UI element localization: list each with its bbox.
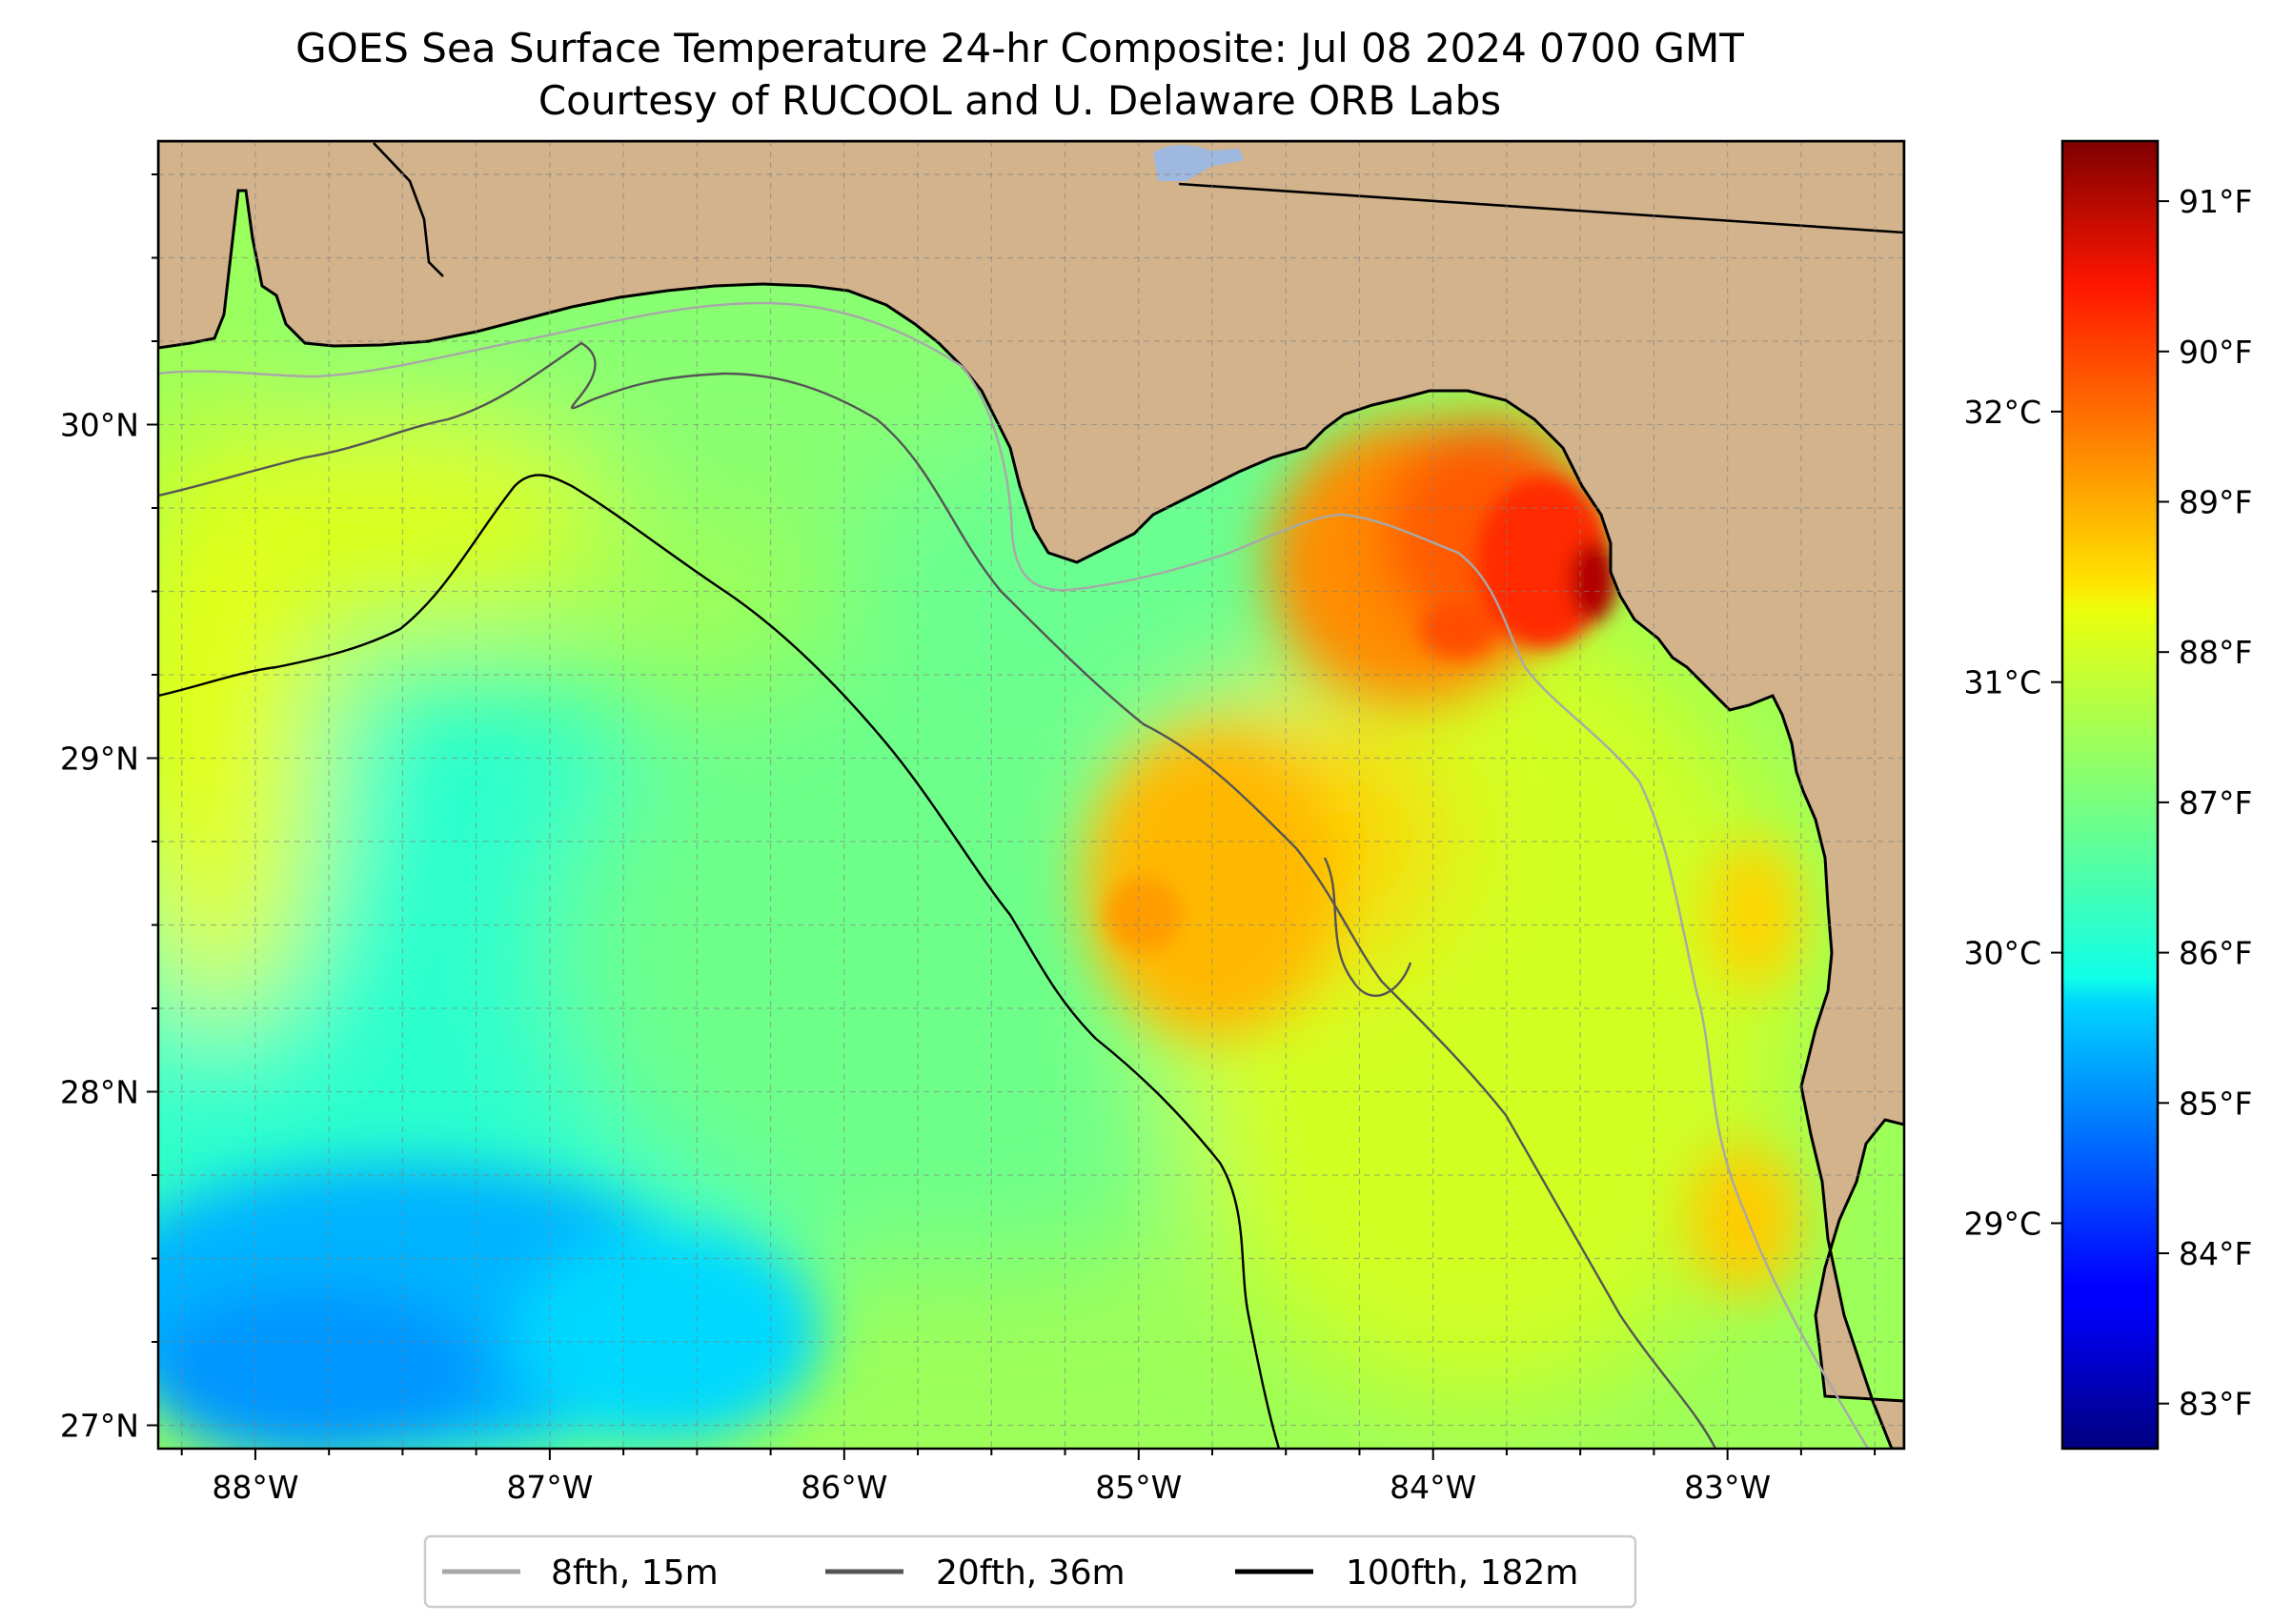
legend-label-20fth: 20fth, 36m (936, 1553, 1126, 1593)
colorbar-fahrenheit-label: 83°F (2179, 1386, 2252, 1423)
colorbar-celsius-label: 32°C (1963, 394, 2041, 431)
isobath-legend: 8fth, 15m 20fth, 36m 100fth, 182m (423, 1534, 1637, 1609)
colorbar-fahrenheit-label: 89°F (2179, 483, 2252, 520)
colorbar-fahrenheit-label: 90°F (2179, 334, 2252, 371)
legend-label-8fth: 8fth, 15m (551, 1553, 719, 1593)
colorbar-celsius-label: 29°C (1963, 1205, 2041, 1242)
lon-tick-label: 87°W (506, 1469, 593, 1506)
colorbar-fahrenheit-label: 87°F (2179, 784, 2252, 822)
lat-tick-label: 28°N (60, 1074, 139, 1111)
colorbar-fahrenheit-label: 85°F (2179, 1085, 2252, 1122)
colorbar-fahrenheit-label: 88°F (2179, 634, 2252, 671)
legend-box (423, 1534, 1637, 1609)
colorbar-celsius-ticks: 29°C 30°C 31°C 32°C (1963, 394, 2062, 1242)
figure-title: GOES Sea Surface Temperature 24-hr Compo… (295, 25, 1744, 71)
map-frame (156, 139, 1906, 1451)
colorbar-fahrenheit-label: 86°F (2179, 935, 2252, 972)
lon-tick-label: 88°W (212, 1469, 298, 1506)
colorbar-fahrenheit-label: 91°F (2179, 183, 2252, 220)
lon-tick-label: 83°W (1684, 1469, 1771, 1506)
map-plot-area (158, 141, 1904, 1449)
lon-tick-label: 86°W (801, 1469, 887, 1506)
colorbar-celsius-label: 31°C (1963, 664, 2041, 701)
lat-tick-label: 30°N (60, 407, 139, 444)
colorbar: 29°C 30°C 31°C 32°C 83°F 84°F 85°F 86°F 87°F 88°… (1963, 139, 2252, 1451)
colorbar-celsius-label: 30°C (1963, 935, 2041, 972)
land (158, 141, 1904, 1449)
isobath-20fth (158, 341, 1717, 1449)
figure-subtitle: Courtesy of RUCOOL and U. Delaware ORB L… (538, 77, 1501, 124)
isobath-8fth (158, 301, 1870, 1449)
colorbar-fahrenheit-label: 84°F (2179, 1235, 2252, 1272)
lon-tick-label: 84°W (1390, 1469, 1476, 1506)
map-gridlines (158, 141, 1904, 1449)
colorbar-fahrenheit-ticks: 83°F 84°F 85°F 86°F 87°F 88°F 89°F 90°F 91°F (2158, 183, 2252, 1423)
latitude-axis: 27°N 28°N 29°N 30°N (60, 173, 158, 1445)
longitude-axis: 88°W 87°W 86°W 85°W 84°W 83°W (180, 1449, 1877, 1506)
lon-tick-label: 85°W (1095, 1469, 1182, 1506)
colorbar-gradient (2060, 139, 2160, 1451)
legend-label-100fth: 100fth, 182m (1346, 1553, 1578, 1593)
lat-tick-label: 29°N (60, 741, 139, 778)
lat-tick-label: 27°N (60, 1408, 139, 1445)
isobath-100fth (158, 474, 1281, 1449)
